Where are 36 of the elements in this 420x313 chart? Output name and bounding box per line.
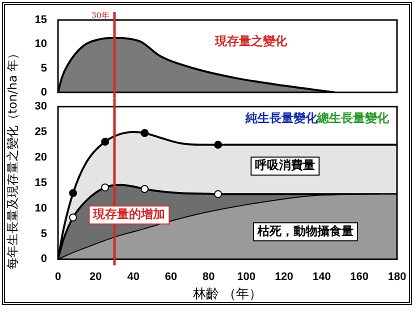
point <box>140 185 149 194</box>
annotation: 枯死，動物攝食量 <box>256 224 354 238</box>
point <box>101 183 110 192</box>
y-tick-label: 25 <box>34 126 47 138</box>
x-tick-label: 140 <box>312 270 331 283</box>
x-tick-label: 40 <box>127 270 140 283</box>
y-tick-label: 15 <box>34 176 47 189</box>
annotation: 現存量之變化 <box>214 34 288 48</box>
y-tick-label: 0 <box>40 253 47 266</box>
point <box>214 140 222 149</box>
x-tick-label: 0 <box>54 270 62 283</box>
y-tick-label: 30 <box>34 100 47 113</box>
x-tick-label: 80 <box>202 270 215 283</box>
x-tick-label: 100 <box>237 270 256 283</box>
x-tick-label: 180 <box>388 270 406 283</box>
x-tick-label: 20 <box>90 270 102 283</box>
y-tick-label: 20 <box>34 152 47 164</box>
y-tick-label: 15 <box>34 14 47 26</box>
y-tick-label: 10 <box>34 202 47 214</box>
y-tick-label: 10 <box>34 38 47 50</box>
x-tick-label: 120 <box>274 270 294 283</box>
point <box>101 138 110 146</box>
x-tick-label: 160 <box>350 270 369 283</box>
point <box>214 190 222 198</box>
x-tick-label: 60 <box>164 270 178 283</box>
ref-line-label: 30年 <box>91 11 110 20</box>
annotation: 現存量的增加 <box>92 207 166 222</box>
point <box>140 129 149 138</box>
annotation: 呼吸消費量 <box>255 158 316 172</box>
point <box>69 213 78 222</box>
point <box>69 189 78 198</box>
y-tick-label: 0 <box>40 86 47 98</box>
y-tick-label: 5 <box>40 62 47 74</box>
x-axis-title: 林齡 （年） <box>192 286 262 301</box>
y-tick-label: 5 <box>40 228 47 240</box>
y-axis-title: 每年生長量及現存量之變化（ton/ha 年） <box>4 46 20 272</box>
